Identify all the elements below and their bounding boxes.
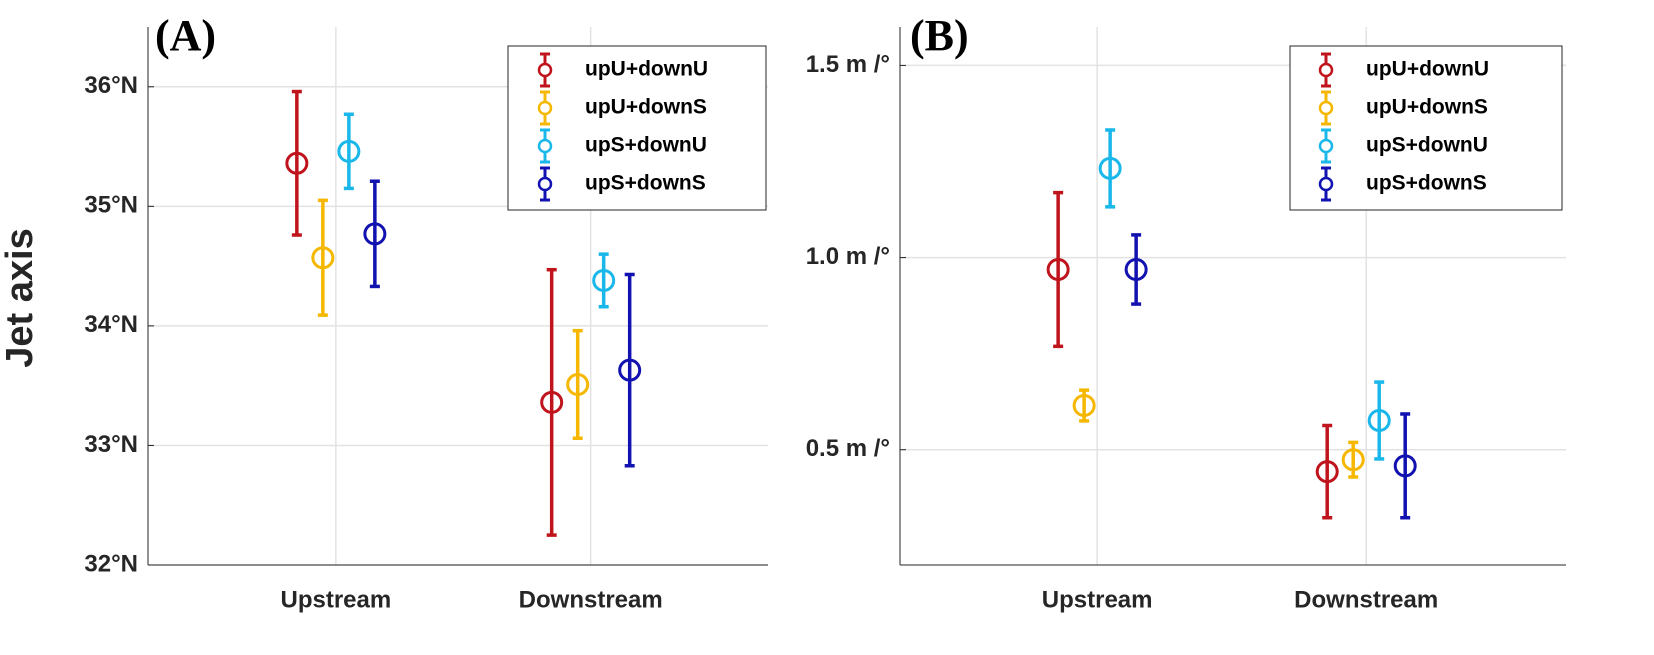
legend-label: upU+downS [585, 96, 707, 119]
legend-label: upS+downS [585, 172, 706, 195]
marker [618, 358, 642, 382]
legend-icon [537, 62, 553, 78]
legend: upU+downU upU+downS upS+downU upS+downS [507, 45, 767, 211]
legend-icon [1318, 176, 1334, 192]
y-tick-label: 35°N [84, 192, 138, 219]
y-tick-label: 0.5 m /° [806, 435, 890, 462]
y-tick-label: 1.0 m /° [806, 243, 890, 270]
marker [363, 222, 387, 246]
marker [1072, 394, 1096, 418]
x-tick-label: Downstream [1294, 586, 1438, 613]
panel-title: (A) [155, 11, 216, 60]
y-tick-label: 34°N [84, 311, 138, 338]
marker [1124, 257, 1148, 281]
marker [285, 151, 309, 175]
legend-label: upU+downS [1366, 96, 1488, 119]
legend-icon [537, 138, 553, 154]
x-tick-label: Upstream [281, 586, 392, 613]
legend-icon [1318, 138, 1334, 154]
chart-panel: 0.5 m /° 1.0 m /° 1.5 m /° Upstream Downstre… [806, 11, 1566, 613]
marker [1046, 257, 1070, 281]
legend-label: upU+downU [585, 58, 708, 81]
legend: upU+downU upU+downS upS+downU upS+downS [1289, 45, 1563, 211]
y-axis-label: Jet axis [0, 228, 41, 367]
legend-icon [537, 176, 553, 192]
chart-panel: 32°N 33°N 34°N 35°N 36°N Upstream Downstream (A… [0, 11, 768, 613]
marker [592, 268, 616, 292]
marker [337, 139, 361, 163]
y-tick-label: 32°N [84, 550, 138, 577]
legend-label: upS+downU [1366, 134, 1488, 157]
legend-icon [1318, 62, 1334, 78]
legend-label: upS+downS [1366, 172, 1487, 195]
marker [566, 372, 590, 396]
y-tick-label: 36°N [84, 72, 138, 99]
marker [311, 246, 335, 270]
legend-label: upU+downU [1366, 58, 1489, 81]
marker [1315, 460, 1339, 484]
y-tick-label: 1.5 m /° [806, 51, 890, 78]
marker [1367, 409, 1391, 433]
legend-box [1289, 45, 1563, 211]
marker [1393, 454, 1417, 478]
y-tick-label: 33°N [84, 431, 138, 458]
legend-icon [537, 100, 553, 116]
legend-icon [1318, 100, 1334, 116]
x-tick-label: Upstream [1042, 586, 1153, 613]
panel-title: (B) [910, 11, 969, 60]
x-tick-label: Downstream [519, 586, 663, 613]
marker [1098, 156, 1122, 180]
legend-label: upS+downU [585, 134, 707, 157]
marker [540, 390, 564, 414]
marker [1341, 448, 1365, 472]
